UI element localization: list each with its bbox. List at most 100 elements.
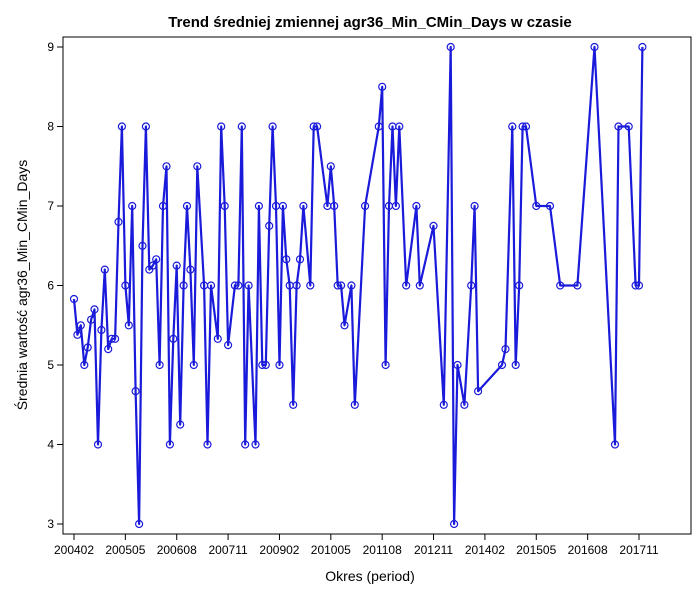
- data-point: [402, 281, 411, 290]
- data-point: [224, 341, 233, 350]
- x-tick-label: 200402: [54, 543, 94, 557]
- x-tick-label: 201711: [619, 543, 658, 557]
- data-point: [169, 334, 178, 343]
- x-tick-label: 200902: [259, 543, 299, 557]
- data-point: [158, 201, 168, 211]
- data-point: [80, 360, 89, 370]
- data-point: [590, 42, 599, 52]
- data-point: [213, 334, 222, 343]
- data-point: [83, 343, 92, 352]
- data-point: [614, 122, 623, 131]
- data-point: [97, 325, 106, 335]
- data-point: [361, 201, 370, 211]
- data-point: [117, 122, 127, 131]
- data-point: [545, 201, 555, 211]
- data-point: [453, 360, 462, 370]
- data-point: [73, 330, 82, 339]
- data-point: [381, 360, 390, 370]
- y-tick-label: 8: [47, 120, 54, 134]
- series-layer: [69, 42, 647, 529]
- data-point: [518, 122, 527, 131]
- data-point: [309, 122, 318, 131]
- data-point: [374, 122, 383, 131]
- data-point: [148, 261, 157, 270]
- data-point: [313, 122, 322, 131]
- data-point: [391, 201, 400, 211]
- data-point: [110, 334, 120, 343]
- data-point: [155, 360, 164, 370]
- data-point: [152, 255, 161, 264]
- data-point: [254, 201, 263, 211]
- data-point: [415, 281, 424, 290]
- data-point: [172, 261, 181, 270]
- data-point: [128, 201, 137, 211]
- x-tick-label: 200608: [157, 543, 197, 557]
- data-point: [162, 162, 171, 171]
- data-point: [295, 255, 305, 264]
- data-point: [439, 400, 448, 409]
- data-point: [114, 217, 123, 226]
- series-line: [72, 45, 644, 526]
- data-point: [104, 345, 113, 354]
- data-point: [521, 122, 531, 131]
- data-point: [203, 440, 212, 449]
- y-tick-label: 9: [47, 40, 54, 54]
- data-point: [460, 400, 469, 409]
- data-point: [282, 255, 291, 264]
- data-point: [508, 122, 517, 131]
- data-point: [138, 241, 147, 250]
- data-point: [251, 440, 260, 449]
- data-point: [330, 201, 339, 211]
- data-point: [556, 281, 565, 290]
- data-point: [610, 440, 620, 449]
- data-point: [350, 400, 359, 409]
- data-point: [100, 265, 109, 274]
- data-point: [429, 221, 438, 230]
- data-point: [179, 281, 188, 290]
- x-axis-title: Okres (period): [325, 568, 414, 584]
- y-axis: 3 4 5 6 7 8 9: [47, 40, 63, 531]
- data-point: [289, 400, 298, 409]
- data-point: [124, 321, 133, 330]
- x-tick-label: 201608: [568, 543, 608, 557]
- data-point: [306, 281, 315, 290]
- data-point: [412, 201, 421, 211]
- data-point: [165, 440, 174, 449]
- data-point: [467, 281, 476, 290]
- data-point: [515, 281, 524, 290]
- x-tick-label: 201402: [465, 543, 505, 557]
- data-point: [265, 221, 274, 230]
- chart-title: Trend średniej zmiennej agr36_Min_CMin_D…: [168, 14, 571, 31]
- data-point: [631, 281, 640, 290]
- data-point: [86, 315, 96, 324]
- data-point: [638, 42, 647, 52]
- data-point: [497, 360, 507, 370]
- data-point: [395, 122, 404, 131]
- data-point: [141, 122, 150, 131]
- data-point: [299, 201, 308, 211]
- data-point: [347, 281, 356, 290]
- x-tick-label: 200711: [209, 543, 248, 557]
- data-point: [131, 387, 140, 396]
- data-point: [234, 281, 243, 290]
- y-tick-label: 6: [47, 279, 54, 293]
- y-axis-title: Średnia wartość agr36_Min_CMin_Days: [13, 160, 30, 411]
- data-point: [230, 281, 239, 290]
- data-point: [511, 360, 520, 370]
- data-point: [182, 201, 192, 211]
- data-point: [189, 360, 198, 370]
- data-point: [217, 122, 226, 131]
- data-point: [268, 122, 277, 131]
- data-point: [261, 360, 270, 370]
- data-point: [470, 201, 479, 211]
- data-point: [326, 162, 335, 171]
- data-point: [220, 201, 229, 211]
- data-point: [474, 387, 483, 396]
- data-point: [93, 440, 103, 449]
- y-tick-label: 5: [47, 358, 54, 372]
- data-point: [186, 265, 195, 274]
- data-point: [121, 281, 130, 290]
- x-tick-label: 201005: [311, 543, 351, 557]
- y-tick-label: 3: [47, 517, 54, 531]
- x-axis: 200402 200505 200608 200711 200902 201005 2011…: [54, 534, 659, 557]
